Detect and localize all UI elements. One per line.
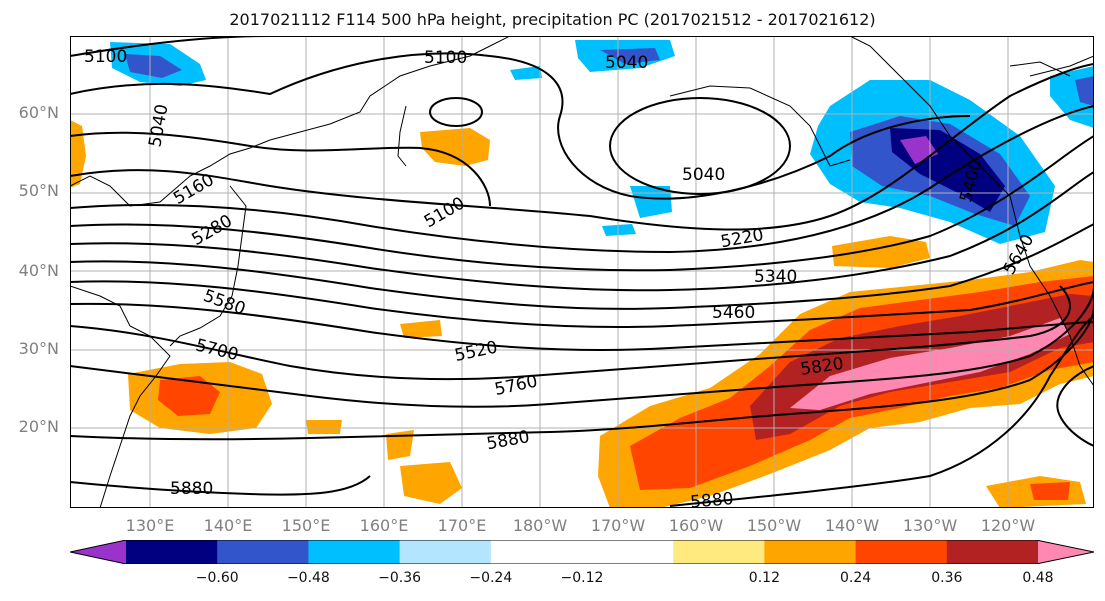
- precip-positive-area: [420, 128, 490, 166]
- precip-positive-area: [832, 236, 930, 268]
- lon-label: 160°E: [359, 516, 409, 535]
- lat-label: 20°N: [18, 417, 59, 436]
- colorbar-tick-label: −0.36: [378, 570, 422, 586]
- precip-shading: [70, 40, 1094, 508]
- precip-positive-area: [400, 462, 462, 504]
- lon-label: 120°W: [980, 516, 1036, 535]
- lon-label: 170°E: [437, 516, 487, 535]
- colorbar-cell: [855, 540, 948, 564]
- precip-negative-area: [125, 54, 182, 78]
- colorbar-tick-label: −0.48: [286, 570, 330, 586]
- contour-label: 5100: [421, 193, 468, 232]
- contour-label: 5580: [201, 286, 248, 320]
- contour-label: 5880: [485, 427, 531, 454]
- colorbar-extend-low: [70, 540, 126, 564]
- colorbar-tick-label: 0.12: [748, 570, 780, 586]
- precip-positive-area: [386, 430, 414, 460]
- lat-label: 50°N: [18, 181, 59, 200]
- precip-negative-area: [510, 66, 542, 80]
- precip-negative-area: [600, 48, 660, 64]
- contour-label: 5100: [424, 48, 467, 68]
- colorbar-extend-high: [1038, 540, 1094, 564]
- colorbar-cell: [946, 540, 1039, 564]
- colorbar-tick-label: 0.36: [931, 570, 963, 586]
- colorbar-cell: [490, 540, 583, 564]
- precip-negative-area: [1075, 76, 1094, 106]
- map-title: 2017021112 F114 500 hPa height, precipit…: [229, 10, 876, 29]
- lon-label: 150°W: [746, 516, 802, 535]
- lon-label: 160°W: [668, 516, 724, 535]
- contour-label: 5040: [605, 53, 648, 73]
- colorbar-cell: [399, 540, 492, 564]
- height-contours: [70, 36, 1094, 507]
- lon-label: 140°E: [203, 516, 253, 535]
- contour-label: 5040: [145, 103, 172, 149]
- precip-negative-area: [630, 186, 672, 218]
- map-panel: 5100 5100 5040 5040 5160 5040 5100 5280 …: [70, 36, 1094, 508]
- lat-label: 40°N: [18, 261, 59, 280]
- lon-label: 130°W: [902, 516, 958, 535]
- colorbar-tick-label: −0.12: [560, 570, 604, 586]
- contour-label: 5880: [170, 479, 213, 499]
- map-canvas: 5100 5100 5040 5040 5160 5040 5100 5280 …: [70, 36, 1094, 508]
- precip-positive-area: [1030, 482, 1070, 500]
- contour-label: 5460: [712, 303, 755, 323]
- colorbar-cell: [308, 540, 401, 564]
- colorbar-cell: [217, 540, 309, 564]
- colorbar-cell: [126, 540, 218, 564]
- contour-label: 5340: [754, 267, 797, 287]
- precip-positive-area: [306, 420, 342, 434]
- lon-label: 130°E: [125, 516, 175, 535]
- contour-label: 5760: [493, 371, 539, 400]
- colorbar-cell: [582, 540, 674, 564]
- lat-label: 60°N: [18, 103, 59, 122]
- contour-label: 5700: [194, 335, 241, 365]
- colorbar-cell: [764, 540, 857, 564]
- precip-positive-area: [158, 376, 220, 416]
- contour-label: 5160: [170, 170, 217, 209]
- contour-label: 5040: [682, 165, 725, 185]
- colorbar: [70, 540, 1094, 564]
- lon-label: 170°W: [590, 516, 646, 535]
- precip-positive-area: [400, 320, 442, 338]
- precip-negative-area: [602, 224, 636, 236]
- lat-label: 30°N: [18, 339, 59, 358]
- colorbar-cell: [673, 540, 765, 564]
- colorbar-tick-label: −0.24: [469, 570, 513, 586]
- lon-label: 180°W: [512, 516, 568, 535]
- precip-positive-area: [70, 120, 86, 188]
- colorbar-tick-label: 0.24: [840, 570, 872, 586]
- lon-label: 150°E: [281, 516, 331, 535]
- contour-label: 5880: [689, 489, 734, 508]
- colorbar-tick-label: −0.60: [195, 570, 239, 586]
- lon-label: 140°W: [824, 516, 880, 535]
- contour-label: 5100: [84, 47, 127, 67]
- contour-label: 5280: [188, 211, 235, 250]
- colorbar-tick-label: 0.48: [1022, 570, 1054, 586]
- graticule: [70, 36, 1094, 508]
